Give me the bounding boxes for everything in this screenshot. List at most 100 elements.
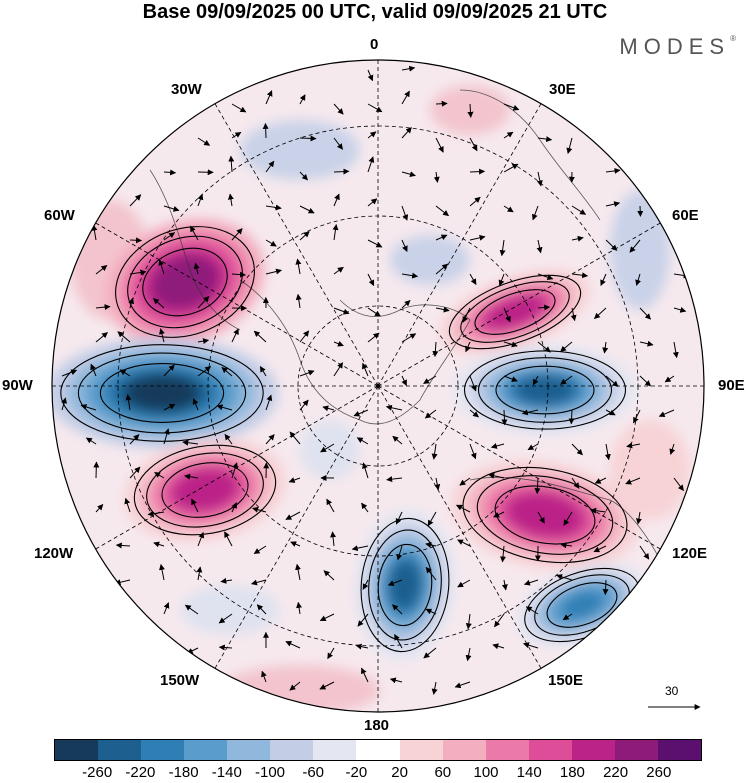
wind-vector <box>330 531 337 547</box>
wind-vector <box>536 171 543 187</box>
wind-vector <box>469 409 479 418</box>
wind-vector <box>367 198 378 207</box>
wind-vector <box>163 205 180 212</box>
positive-anomaly-shade <box>491 298 539 326</box>
wind-vector <box>527 443 539 451</box>
negative-anomaly-shade <box>515 375 575 405</box>
colorbar-swatch <box>141 740 185 760</box>
wind-vector <box>566 137 573 154</box>
wind-vector <box>401 127 412 139</box>
wind-vector <box>355 643 369 650</box>
wind-vector <box>635 511 642 525</box>
wind-vector <box>184 604 199 615</box>
wind-vector <box>220 577 233 584</box>
wind-vector <box>525 606 539 615</box>
wind-vector <box>664 375 675 383</box>
wind-vector <box>605 201 621 208</box>
colorbar-tick-label: 20 <box>391 764 408 781</box>
wind-vector <box>224 531 233 547</box>
wind-vector <box>503 103 520 111</box>
wind-vector <box>503 375 518 382</box>
wind-vector <box>231 502 237 513</box>
wind-vector <box>469 234 486 241</box>
colorbar-tick-label: -140 <box>211 764 242 781</box>
wind-vector <box>290 541 301 547</box>
wind-vector <box>469 273 477 285</box>
wind-vector <box>454 681 471 689</box>
wind-vector <box>332 224 339 241</box>
wind-vector <box>534 477 541 495</box>
wind-vector <box>61 369 78 377</box>
wind-vector <box>423 375 437 384</box>
weak-anomaly-shade <box>220 665 380 712</box>
wind-vector <box>129 194 142 207</box>
wind-vector <box>459 477 471 486</box>
wind-vector <box>385 404 403 411</box>
colorbar-swatch <box>98 740 142 760</box>
wind-vector <box>333 307 350 315</box>
wind-vector <box>252 506 267 513</box>
wind-vector <box>285 641 301 649</box>
colorbar-tick-label: -100 <box>254 764 286 781</box>
brand-name: MODES <box>619 34 731 59</box>
height-contour <box>99 363 225 423</box>
wind-vector <box>501 579 508 591</box>
wind-vector <box>392 604 403 615</box>
colorbar <box>54 739 702 761</box>
wind-vector <box>494 613 505 628</box>
wind-vector <box>532 375 539 386</box>
wind-vector <box>159 328 165 343</box>
wind-vector <box>333 266 344 275</box>
wind-vector <box>401 205 409 221</box>
wind-vector <box>163 169 177 176</box>
wind-vector <box>523 579 539 586</box>
colorbar-tick-label: -60 <box>302 764 325 781</box>
colorbar-tick-label: -260 <box>82 764 113 781</box>
colorbar-swatch <box>227 740 271 760</box>
wind-vector <box>159 563 165 581</box>
colorbar-swatch <box>313 740 357 760</box>
wind-vector <box>432 341 439 358</box>
wind-vector <box>503 163 519 173</box>
wind-vector <box>457 579 471 588</box>
wind-vector <box>367 156 375 173</box>
lon-label-150w: 150W <box>160 672 200 689</box>
wind-vector <box>333 103 344 115</box>
wind-vector <box>190 225 199 241</box>
wind-vector <box>469 168 486 175</box>
wind-vector <box>299 399 309 411</box>
wind-vector <box>285 511 301 520</box>
brand-logo: MODES® <box>619 34 736 60</box>
weak-anomaly-shade <box>390 235 470 285</box>
height-contour <box>133 444 277 536</box>
wind-vector <box>154 471 165 479</box>
height-contour <box>161 462 249 518</box>
wind-vector <box>571 272 589 279</box>
wind-vector <box>594 307 607 320</box>
wind-vector <box>537 341 551 353</box>
height-contour <box>60 344 264 442</box>
wind-vector <box>401 239 408 252</box>
wind-vector <box>128 297 135 309</box>
wind-vector <box>367 307 381 317</box>
wind-vector <box>265 394 273 411</box>
colorbar-swatch <box>356 740 400 760</box>
wind-vector <box>465 341 471 353</box>
wind-vector <box>435 137 444 153</box>
wind-vector <box>295 293 302 309</box>
wind-vector <box>493 511 505 518</box>
wind-vector <box>434 477 441 491</box>
wind-vector <box>327 647 335 660</box>
wind-vector <box>401 272 419 279</box>
wind-vector <box>401 90 410 105</box>
wind-vector <box>357 613 369 627</box>
wind-vector <box>163 428 170 445</box>
wind-vector <box>197 137 211 146</box>
wind-vector <box>129 269 147 276</box>
wind-vector <box>362 579 369 590</box>
wind-vector <box>224 433 233 445</box>
wind-vector <box>571 205 587 215</box>
wind-vector <box>182 439 199 446</box>
wind-vector <box>423 647 437 659</box>
